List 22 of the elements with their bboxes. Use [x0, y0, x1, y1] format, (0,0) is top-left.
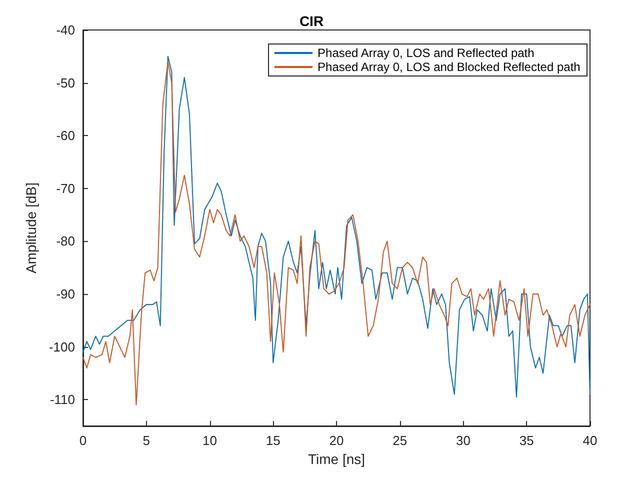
chart-title: CIR: [299, 13, 324, 29]
y-tick-label: -40: [56, 22, 75, 38]
y-tick-label: -80: [56, 234, 75, 249]
y-tick-label: -110: [50, 392, 75, 408]
x-tick-label: 15: [266, 433, 280, 448]
x-tick-label: 5: [142, 433, 150, 448]
x-axis-title: Time [ns]: [308, 451, 366, 467]
legend-label: Phased Array 0, LOS and Reflected path: [318, 46, 534, 60]
y-tick-label: -60: [56, 128, 75, 144]
legend-label: Phased Array 0, LOS and Blocked Reflected path: [318, 60, 580, 74]
x-tick-label: 20: [329, 433, 344, 448]
x-tick-label: 10: [202, 433, 217, 448]
x-tick-label: 35: [519, 433, 534, 448]
y-tick-label: -100: [48, 339, 75, 354]
x-tick-label: 40: [582, 433, 598, 448]
x-tick-label: 25: [392, 433, 408, 448]
x-tick-label: 0: [79, 433, 87, 448]
y-tick-label: -70: [56, 180, 75, 196]
y-axis-title: Amplitude [dB]: [23, 182, 40, 274]
y-tick-label: -50: [56, 75, 75, 90]
x-tick-label: 30: [456, 433, 470, 448]
y-tick-label: -90: [56, 286, 75, 302]
